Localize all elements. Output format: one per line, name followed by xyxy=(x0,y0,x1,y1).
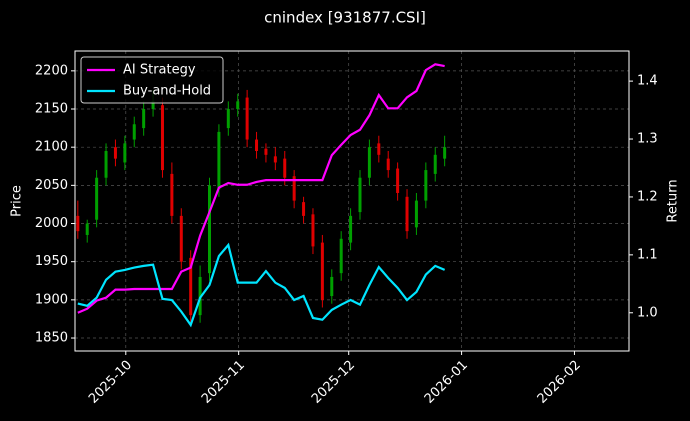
candle-body xyxy=(236,101,240,110)
candle-body xyxy=(424,170,428,201)
candle-body xyxy=(386,158,390,171)
y-tick-label: 2000 xyxy=(35,216,68,231)
chart-title: cnindex [931877.CSI] xyxy=(264,9,426,27)
candle-body xyxy=(443,147,447,159)
candle-body xyxy=(349,215,353,243)
y2-tick-label: 1.2 xyxy=(637,189,658,204)
x-tick-label: 2025-10 xyxy=(86,358,135,407)
line-series xyxy=(77,63,445,314)
y2-tick-label: 1.3 xyxy=(637,132,658,147)
candle-body xyxy=(292,176,296,201)
legend-box xyxy=(80,56,224,104)
candle-body xyxy=(151,101,155,110)
legend-label: AI Strategy xyxy=(123,63,196,78)
candle-body xyxy=(339,238,343,274)
candle-body xyxy=(179,215,183,262)
y-axis-label: Price xyxy=(10,185,25,217)
candle-body xyxy=(264,148,268,155)
candle-body xyxy=(377,143,381,155)
candle-body xyxy=(208,185,212,274)
y2-axis-label: Return xyxy=(666,179,681,222)
legend-label: Buy-and-Hold xyxy=(123,84,211,99)
y-tick-label: 2050 xyxy=(35,178,68,193)
candle-body xyxy=(330,276,334,297)
candle-body xyxy=(255,139,259,151)
candle-body xyxy=(95,177,99,220)
candle-body xyxy=(170,173,174,216)
y-tick-label: 1850 xyxy=(35,331,68,346)
y-tick-label: 2200 xyxy=(35,63,68,78)
candle-body xyxy=(367,147,371,178)
candle-body xyxy=(358,177,362,213)
candle-body xyxy=(414,200,418,228)
candle-body xyxy=(405,196,409,232)
candle-body xyxy=(226,109,230,129)
candle-body xyxy=(433,154,437,174)
candle-body xyxy=(142,109,146,129)
y-tick-label: 2100 xyxy=(35,140,68,155)
candle-body xyxy=(85,223,89,235)
candle-body xyxy=(283,158,287,178)
candle-body xyxy=(160,105,164,171)
candle-body xyxy=(320,242,324,300)
candle-body xyxy=(396,168,400,193)
candle-body xyxy=(189,257,193,316)
y2-tick-label: 1.1 xyxy=(637,247,658,262)
line-series xyxy=(77,242,446,328)
x-tick-label: 2026-01 xyxy=(422,358,471,407)
x-tick-label: 2025-11 xyxy=(199,358,248,407)
candle-body xyxy=(76,215,80,232)
x-tick-label: 2025-12 xyxy=(309,358,358,407)
candle-body xyxy=(132,124,136,140)
x-tick-label: 2026-02 xyxy=(535,358,584,407)
candle-body xyxy=(123,143,127,163)
plot-frame xyxy=(74,50,630,352)
y-tick-label: 2150 xyxy=(35,102,68,117)
y2-tick-label: 1.0 xyxy=(637,305,658,320)
y-tick-label: 1950 xyxy=(35,254,68,269)
candle-body xyxy=(273,156,277,163)
candle-body xyxy=(245,97,249,140)
candle-body xyxy=(113,147,117,159)
candle-body xyxy=(302,202,306,216)
candle-body xyxy=(104,151,108,178)
candle-body xyxy=(217,131,221,190)
candle-body xyxy=(311,214,315,247)
y2-tick-label: 1.4 xyxy=(637,74,658,89)
y-tick-label: 1900 xyxy=(35,292,68,307)
